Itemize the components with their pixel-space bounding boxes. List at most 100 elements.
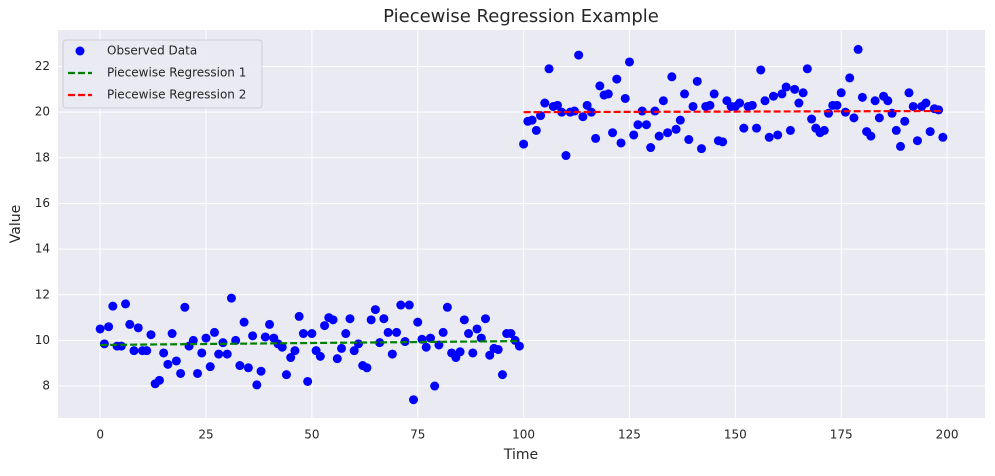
point [209,327,219,337]
point [752,123,762,133]
point [527,115,537,125]
point [154,375,164,385]
x-axis-label: Time [503,447,538,463]
x-tick-label: 125 [618,428,641,442]
x-tick-label: 50 [304,428,319,442]
point [870,96,880,106]
point [104,322,114,332]
point [591,133,601,143]
point [866,131,876,141]
point [146,330,156,340]
point [857,92,867,102]
point [624,57,634,67]
point [497,370,507,380]
point [849,113,859,123]
point [345,314,355,324]
point [243,363,253,373]
point [680,89,690,99]
point [747,100,757,110]
point [464,329,474,339]
point [883,96,893,106]
point [353,339,363,349]
point [286,353,296,363]
point [108,301,118,311]
point [603,89,613,99]
point [574,50,584,60]
point [552,100,562,110]
point [760,96,770,106]
legend-label: Piecewise Regression 2 [107,88,246,102]
point [409,395,419,405]
point [845,73,855,83]
point [392,327,402,337]
point [328,315,338,325]
point [188,335,198,345]
point [379,314,389,324]
point [896,141,906,151]
point [781,82,791,92]
point [798,88,808,98]
point [332,354,342,364]
legend-marker [75,46,85,56]
point [629,130,639,140]
point [692,76,702,86]
point [260,332,270,342]
y-tick-label: 16 [35,196,50,210]
point [159,348,169,358]
point [819,125,829,135]
point [472,324,482,334]
point [387,349,397,359]
point [696,144,706,154]
point [235,361,245,371]
point [531,125,541,135]
point [349,346,359,356]
point [99,339,109,349]
point [802,64,812,74]
point [468,348,478,358]
point [493,345,503,355]
point [616,138,626,148]
point [193,368,203,378]
point [337,343,347,353]
point [176,368,186,378]
point [95,324,105,334]
point [595,81,605,91]
point [256,366,266,376]
point [891,125,901,135]
point [425,333,435,343]
point [675,115,685,125]
y-tick-label: 14 [35,242,50,256]
point [912,136,922,146]
point [413,317,423,327]
point [739,123,749,133]
point [853,44,863,54]
point [133,323,143,333]
point [514,341,524,351]
point [252,380,262,390]
point [320,321,330,331]
point [908,101,918,111]
point [807,114,817,124]
point [201,333,211,343]
y-tick-label: 18 [35,150,50,164]
point [383,327,393,337]
point [222,349,232,359]
point [637,106,647,116]
point [167,329,177,339]
point [481,314,491,324]
point [824,108,834,118]
point [718,137,728,147]
point [485,350,495,360]
point [671,124,681,134]
point [370,305,380,315]
point [290,346,300,356]
point [396,300,406,310]
point [654,131,664,141]
point [620,93,630,103]
legend-box [62,39,263,109]
point [773,130,783,140]
point [404,300,414,310]
point [248,331,258,341]
point [900,116,910,126]
